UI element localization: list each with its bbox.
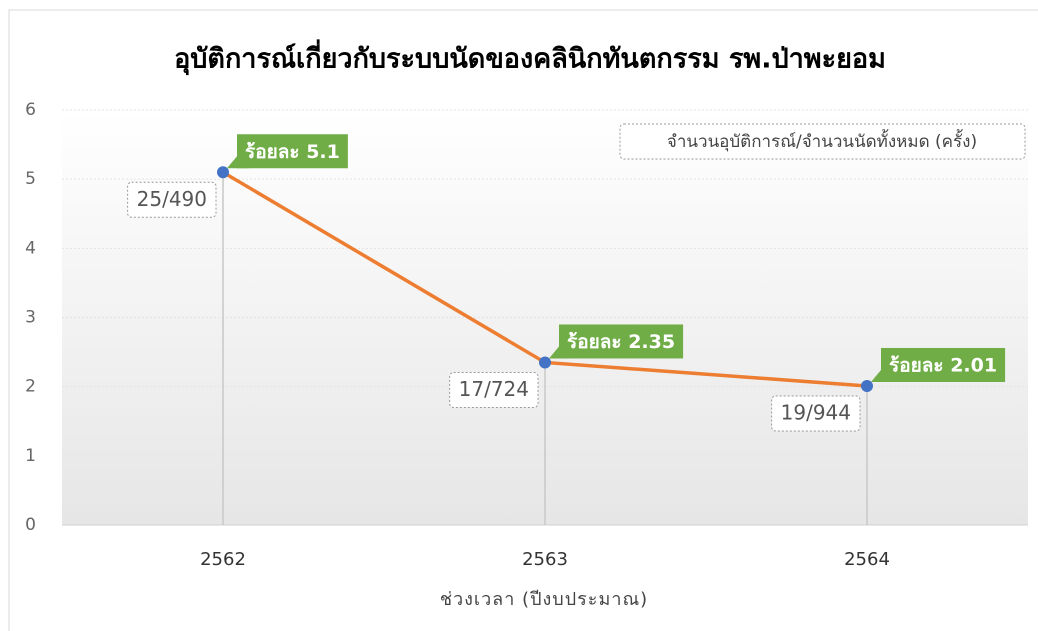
x-axis-label: ช่วงเวลา (ปีงบประมาณ) <box>440 589 648 610</box>
value-label-box <box>559 324 684 359</box>
annotation-box <box>619 123 1026 160</box>
y-tick-label: 4 <box>25 238 36 258</box>
value-label: ร้อยละ 2.01 <box>889 354 997 376</box>
point-label: 25/490 <box>137 187 207 211</box>
value-label-pointer <box>227 156 249 169</box>
x-tick-label: 2563 <box>522 549 568 570</box>
point-label-box <box>449 371 539 408</box>
y-tick-label: 6 <box>25 100 36 120</box>
chart-title: อุบัติการณ์เกี่ยวกับระบบนัดของคลินิกทันต… <box>174 39 886 76</box>
value-label-box <box>881 347 1006 382</box>
value-label: ร้อยละ 2.35 <box>567 331 675 353</box>
y-tick-label: 2 <box>25 377 36 397</box>
marker <box>539 356 551 369</box>
y-tick-label: 5 <box>25 169 36 189</box>
value-label-pointer <box>871 369 893 382</box>
y-tick-label: 1 <box>25 446 36 466</box>
marker <box>217 166 229 179</box>
value-label: ร้อยละ 5.1 <box>245 141 340 163</box>
x-tick-label: 2562 <box>200 549 246 570</box>
marker <box>861 379 873 392</box>
point-label: 19/944 <box>781 400 851 424</box>
y-tick-label: 0 <box>25 515 36 535</box>
y-tick-label: 3 <box>25 308 36 328</box>
point-label: 17/724 <box>459 377 529 401</box>
x-tick-label: 2564 <box>844 549 890 570</box>
point-label-box <box>127 181 217 218</box>
value-label-pointer <box>549 346 571 359</box>
value-label-box <box>237 134 348 169</box>
annotation: จำนวนอุบัติการณ์/จำนวนนัดทั้งหมด (ครั้ง) <box>667 129 977 152</box>
point-label-box <box>771 395 861 432</box>
